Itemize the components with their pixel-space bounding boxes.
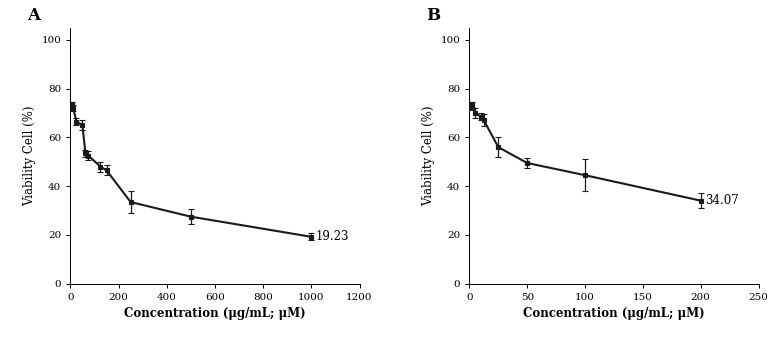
Y-axis label: Viability Cell (%): Viability Cell (%) [23, 106, 36, 206]
X-axis label: Concentration (μg/mL; μM): Concentration (μg/mL; μM) [124, 307, 306, 320]
Text: A: A [27, 7, 40, 24]
Y-axis label: Viability Cell (%): Viability Cell (%) [422, 106, 435, 206]
Text: 34.07: 34.07 [705, 194, 739, 207]
X-axis label: Concentration (μg/mL; μM): Concentration (μg/mL; μM) [523, 307, 705, 320]
Text: B: B [426, 7, 440, 24]
Text: 19.23: 19.23 [316, 230, 350, 243]
